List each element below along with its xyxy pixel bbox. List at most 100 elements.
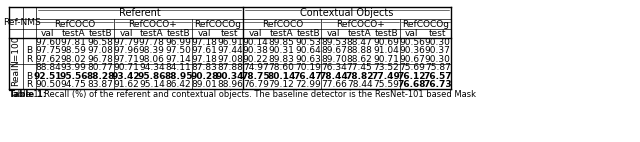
Text: 89.85: 89.85 bbox=[268, 38, 294, 47]
Text: 93.42: 93.42 bbox=[112, 72, 140, 81]
Text: testA: testA bbox=[140, 29, 164, 38]
Text: 78.75: 78.75 bbox=[241, 72, 270, 81]
Text: 95.14: 95.14 bbox=[139, 80, 164, 89]
Text: Ref-NMS: Ref-NMS bbox=[3, 18, 41, 27]
Text: 78.44: 78.44 bbox=[319, 72, 348, 81]
Text: 89.67: 89.67 bbox=[321, 46, 347, 55]
Text: B: B bbox=[26, 72, 32, 81]
Text: testB: testB bbox=[166, 29, 190, 38]
Text: 77.66: 77.66 bbox=[321, 80, 347, 89]
Text: 80.77: 80.77 bbox=[88, 63, 113, 72]
Text: RefCOCOg: RefCOCOg bbox=[402, 19, 449, 29]
Text: 83.87: 83.87 bbox=[88, 80, 113, 89]
Text: 70.19: 70.19 bbox=[295, 63, 321, 72]
Text: 97.14: 97.14 bbox=[166, 55, 191, 64]
Text: 89.70: 89.70 bbox=[321, 55, 347, 64]
Text: val: val bbox=[41, 29, 54, 38]
Text: testB: testB bbox=[374, 29, 398, 38]
Text: RefCOCO+: RefCOCO+ bbox=[336, 19, 385, 29]
Text: 84.11: 84.11 bbox=[166, 63, 191, 72]
Text: 75.69: 75.69 bbox=[399, 63, 425, 72]
Text: 90.63: 90.63 bbox=[295, 55, 321, 64]
Text: 97.78: 97.78 bbox=[139, 38, 164, 47]
Text: 78.60: 78.60 bbox=[268, 63, 294, 72]
Text: 90.71: 90.71 bbox=[373, 55, 399, 64]
Text: 98.59: 98.59 bbox=[61, 46, 86, 55]
Text: 97.71: 97.71 bbox=[113, 55, 139, 64]
Text: test: test bbox=[429, 29, 447, 38]
Text: 97.75: 97.75 bbox=[35, 46, 61, 55]
Text: 97.60: 97.60 bbox=[35, 38, 61, 47]
Text: RefCOCOg: RefCOCOg bbox=[194, 19, 241, 29]
Text: 76.12: 76.12 bbox=[397, 72, 426, 81]
Text: 90.36: 90.36 bbox=[399, 46, 425, 55]
Text: R: R bbox=[26, 80, 32, 89]
Text: 97.96: 97.96 bbox=[113, 46, 139, 55]
Text: 97.44: 97.44 bbox=[217, 46, 243, 55]
Text: R: R bbox=[26, 55, 32, 64]
Text: testA: testA bbox=[62, 29, 86, 38]
Text: val: val bbox=[405, 29, 419, 38]
Text: 90.56: 90.56 bbox=[399, 38, 425, 47]
Text: 88.28: 88.28 bbox=[86, 72, 115, 81]
Text: 97.08: 97.08 bbox=[88, 46, 113, 55]
Text: 98.02: 98.02 bbox=[61, 55, 86, 64]
Text: testB: testB bbox=[296, 29, 320, 38]
Text: 88.47: 88.47 bbox=[347, 38, 372, 47]
Text: 91.04: 91.04 bbox=[373, 46, 399, 55]
Text: 90.50: 90.50 bbox=[35, 80, 61, 89]
Text: 97.18: 97.18 bbox=[191, 55, 217, 64]
Text: 93.99: 93.99 bbox=[61, 63, 86, 72]
Text: 90.53: 90.53 bbox=[295, 38, 321, 47]
Text: 76.34: 76.34 bbox=[321, 63, 347, 72]
Text: 96.99: 96.99 bbox=[166, 38, 191, 47]
Text: 88.95: 88.95 bbox=[164, 72, 193, 81]
Text: 90.31: 90.31 bbox=[268, 46, 294, 55]
Text: val: val bbox=[119, 29, 133, 38]
Text: 94.75: 94.75 bbox=[61, 80, 86, 89]
Text: 90.37: 90.37 bbox=[425, 46, 451, 55]
Text: Contextual Objects: Contextual Objects bbox=[301, 8, 394, 18]
Text: Referent: Referent bbox=[118, 8, 160, 18]
Text: test: test bbox=[221, 29, 239, 38]
Text: B: B bbox=[26, 46, 32, 55]
Text: 72.99: 72.99 bbox=[295, 80, 321, 89]
Text: 80.14: 80.14 bbox=[267, 72, 296, 81]
Text: 88.84: 88.84 bbox=[35, 63, 61, 72]
Text: 90.67: 90.67 bbox=[399, 55, 425, 64]
Text: 77.49: 77.49 bbox=[372, 72, 401, 81]
Text: testA: testA bbox=[269, 29, 293, 38]
Text: 79.12: 79.12 bbox=[269, 80, 294, 89]
Text: N=100: N=100 bbox=[12, 35, 20, 66]
Text: 86.42: 86.42 bbox=[166, 80, 191, 89]
Text: 75.59: 75.59 bbox=[373, 80, 399, 89]
Text: RefCOCO: RefCOCO bbox=[54, 19, 95, 29]
Text: 78.82: 78.82 bbox=[346, 72, 374, 81]
Text: 90.30: 90.30 bbox=[425, 38, 451, 47]
Text: 74.97: 74.97 bbox=[243, 63, 269, 72]
Text: 97.50: 97.50 bbox=[166, 46, 191, 55]
Text: 77.45: 77.45 bbox=[347, 63, 372, 72]
Text: 88.88: 88.88 bbox=[347, 46, 372, 55]
Text: 76.57: 76.57 bbox=[424, 72, 452, 81]
Text: 87.83: 87.83 bbox=[191, 63, 217, 72]
Text: 96.91: 96.91 bbox=[217, 38, 243, 47]
Text: val: val bbox=[327, 29, 340, 38]
Text: Table 1: Recall (%) of the referent and contextual objects. The baseline detecto: Table 1: Recall (%) of the referent and … bbox=[9, 89, 476, 99]
Text: 97.62: 97.62 bbox=[35, 55, 61, 64]
Text: 94.34: 94.34 bbox=[139, 63, 164, 72]
Text: testA: testA bbox=[348, 29, 371, 38]
Text: RefCOCO+: RefCOCO+ bbox=[129, 19, 177, 29]
Text: 89.01: 89.01 bbox=[191, 80, 217, 89]
Text: val: val bbox=[198, 29, 211, 38]
Text: testB: testB bbox=[88, 29, 112, 38]
Text: RefCOCO: RefCOCO bbox=[262, 19, 303, 29]
Text: 75.87: 75.87 bbox=[425, 63, 451, 72]
Text: 78.44: 78.44 bbox=[347, 80, 372, 89]
Text: 90.34: 90.34 bbox=[216, 72, 244, 81]
Text: Real: Real bbox=[12, 66, 20, 86]
Text: 76.47: 76.47 bbox=[294, 72, 323, 81]
Text: 76.73: 76.73 bbox=[424, 80, 452, 89]
Text: 90.28: 90.28 bbox=[190, 72, 218, 81]
Text: 90.22: 90.22 bbox=[243, 55, 268, 64]
